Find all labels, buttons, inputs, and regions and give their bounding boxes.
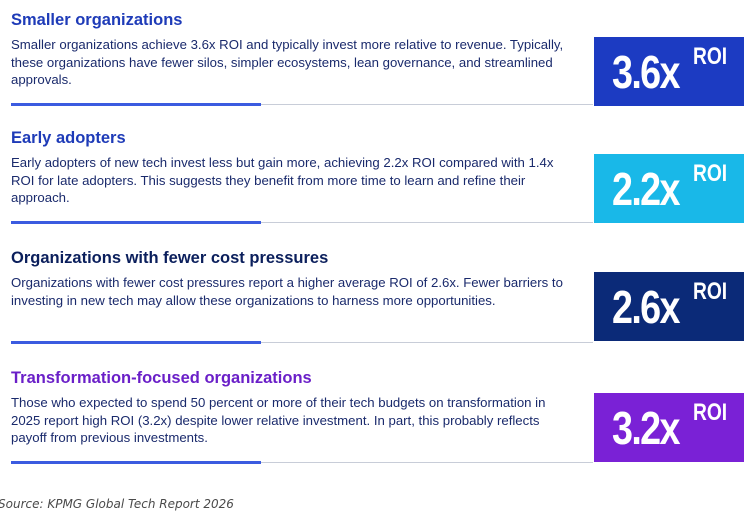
section-title: Early adopters xyxy=(11,129,126,147)
roi-tile: 2.6x ROI xyxy=(594,272,744,341)
source-note: Source: KPMG Global Tech Report 2026 xyxy=(0,497,234,511)
section-divider xyxy=(11,342,593,343)
roi-suffix: ROI xyxy=(693,160,728,187)
section-divider xyxy=(11,104,593,105)
roi-value: 3.2x xyxy=(612,402,680,454)
roi-suffix: ROI xyxy=(693,278,728,305)
section-title: Transformation-focused organizations xyxy=(11,369,312,387)
section-fewer-cost-pressures: Organizations with fewer cost pressures … xyxy=(0,248,744,366)
section-description: Early adopters of new tech invest less b… xyxy=(11,155,554,205)
section-divider xyxy=(11,222,593,223)
section-description: Smaller organizations achieve 3.6x ROI a… xyxy=(11,37,564,87)
roi-tile: 3.2x ROI xyxy=(594,393,744,462)
roi-suffix: ROI xyxy=(693,43,728,70)
roi-value: 2.2x xyxy=(612,163,680,215)
section-description: Those who expected to spend 50 percent o… xyxy=(11,395,546,445)
section-early-adopters: Early adopters Early adopters of new tec… xyxy=(0,128,744,246)
section-title: Smaller organizations xyxy=(11,11,183,29)
section-divider xyxy=(11,462,593,463)
roi-suffix: ROI xyxy=(693,399,728,426)
section-divider-accent xyxy=(11,461,261,464)
roi-value: 3.6x xyxy=(612,46,680,98)
section-smaller-organizations: Smaller organizations Smaller organizati… xyxy=(0,10,744,128)
section-description: Organizations with fewer cost pressures … xyxy=(11,275,563,308)
roi-tile: 3.6x ROI xyxy=(594,37,744,106)
section-divider-accent xyxy=(11,103,261,106)
section-transformation-focused: Transformation-focused organizations Tho… xyxy=(0,368,744,486)
roi-tile: 2.2x ROI xyxy=(594,154,744,223)
section-divider-accent xyxy=(11,221,261,224)
roi-value: 2.6x xyxy=(612,281,680,333)
section-title: Organizations with fewer cost pressures xyxy=(11,249,329,267)
section-divider-accent xyxy=(11,341,261,344)
